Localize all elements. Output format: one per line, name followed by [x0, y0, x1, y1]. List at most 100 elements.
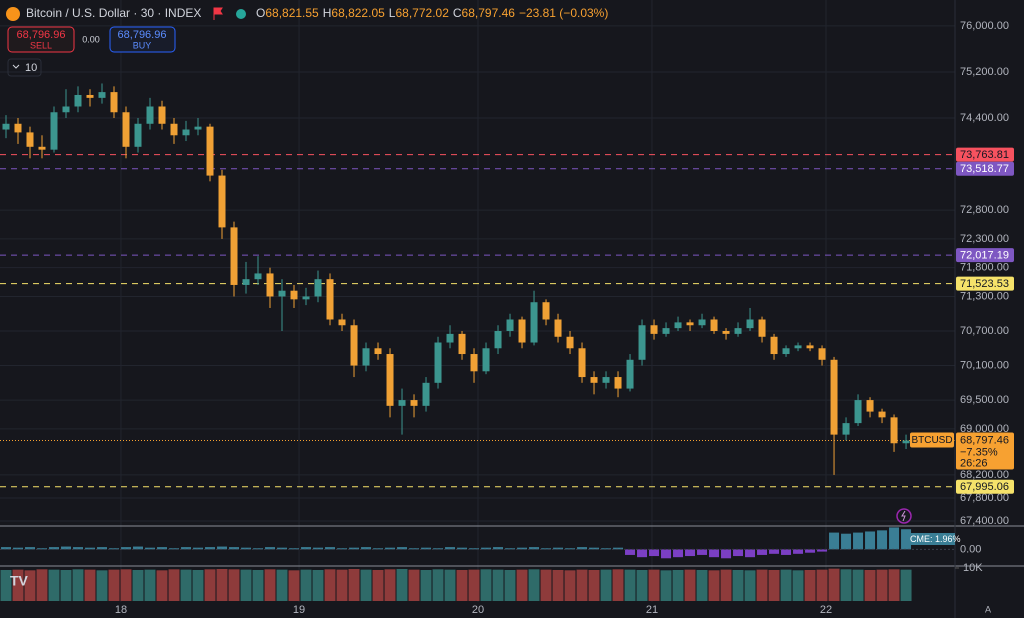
cme-bar	[769, 549, 780, 554]
volume-bar	[360, 569, 372, 601]
volume-bar	[720, 569, 732, 601]
interval-button[interactable]	[7, 58, 42, 77]
cme-bar	[337, 548, 348, 550]
level-label: 73,518.77	[960, 163, 1009, 175]
level-tag	[956, 248, 1014, 263]
volume-bar	[0, 569, 12, 601]
volume-bar	[540, 569, 552, 601]
volume-bar	[72, 569, 84, 601]
candle-body	[458, 333, 466, 355]
ohlc-legend: O68,821.55 H68,822.05 L68,772.02 C68,797.46…	[256, 6, 608, 20]
ohlc-key: O	[256, 6, 265, 20]
volume-bar	[36, 569, 48, 601]
volume-bar	[84, 569, 96, 601]
volume-bar	[648, 569, 660, 601]
cme-label: CME: 1.96%	[910, 534, 961, 544]
cme-tag	[907, 533, 955, 545]
lightning-icon[interactable]	[901, 510, 906, 522]
level-label: 67,995.06	[960, 481, 1009, 493]
tv-logo[interactable]: TV	[10, 573, 29, 589]
y-tick-label: 76,000.00	[960, 20, 1009, 32]
y-tick-label: 75,200.00	[960, 66, 1009, 78]
candle-body	[302, 296, 310, 300]
y-tick-label: 72,300.00	[960, 233, 1009, 245]
cme-bar	[673, 549, 684, 558]
volume-bar	[684, 569, 696, 601]
candle-body	[386, 354, 394, 406]
level-tag	[956, 147, 1014, 162]
ohlc-key: H	[323, 6, 332, 20]
volume-bar	[888, 569, 900, 601]
volume-bar	[336, 569, 348, 601]
ohlc-value: 68,797.46	[462, 6, 516, 20]
interval-label[interactable]: 10	[25, 62, 37, 74]
symbol-tag	[910, 432, 954, 448]
candle-body	[806, 345, 814, 349]
candle-body	[2, 123, 10, 130]
candle-body	[830, 359, 838, 435]
volume-bar	[144, 569, 156, 601]
level-label: 72,017.19	[960, 250, 1009, 262]
cme-bar	[805, 549, 816, 553]
y-tick-label: 69,500.00	[960, 394, 1009, 406]
candle-body	[182, 129, 190, 136]
candle-body	[194, 126, 202, 130]
candle-body	[158, 106, 166, 124]
cme-bar	[457, 547, 468, 550]
cme-bar	[793, 549, 804, 554]
cme-bar	[781, 549, 792, 555]
candle-body	[218, 175, 226, 228]
volume-bar	[768, 569, 780, 601]
candle-body	[134, 123, 142, 147]
cme-bar	[205, 547, 216, 550]
cme-bar	[13, 547, 24, 550]
volume-bar	[60, 569, 72, 601]
y-tick-label: 74,400.00	[960, 112, 1009, 124]
candle-body	[890, 417, 898, 444]
candle-body	[494, 331, 502, 349]
sell-button[interactable]	[7, 26, 75, 53]
volume-bar	[516, 569, 528, 601]
candle-body	[842, 423, 850, 435]
candle-body	[746, 319, 754, 329]
cme-bar	[385, 547, 396, 550]
candle-body	[686, 322, 694, 326]
cme-bar	[133, 546, 144, 550]
cme-bar	[613, 547, 624, 550]
cme-bar	[349, 547, 360, 550]
symbol-icon[interactable]	[6, 7, 20, 21]
candle-body	[770, 336, 778, 355]
flag-icon[interactable]	[213, 7, 223, 20]
sell-price[interactable]: 68,796.96	[17, 29, 66, 41]
buy-label[interactable]: BUY	[133, 40, 152, 50]
candle-body	[374, 348, 382, 355]
volume-bar	[312, 569, 324, 601]
candle-body	[362, 348, 370, 366]
events-icon[interactable]	[896, 508, 912, 524]
buy-price[interactable]: 68,796.96	[118, 29, 167, 41]
x-tick-label: 21	[646, 604, 658, 616]
chevron-icon[interactable]	[12, 64, 20, 69]
symbol-title[interactable]: Bitcoin / U.S. Dollar · 30 · INDEX	[26, 6, 201, 20]
candle-body	[398, 400, 406, 406]
y-tick-label: 68,200.00	[960, 469, 1009, 481]
cme-bar	[109, 548, 120, 550]
candle-body	[146, 106, 154, 124]
volume-bar	[180, 569, 192, 601]
price-tag	[956, 432, 1014, 470]
buy-button[interactable]	[109, 26, 176, 53]
volume-bar	[132, 569, 144, 601]
y-tick-label: 71,800.00	[960, 262, 1009, 274]
candle-body	[590, 377, 598, 383]
volume-bar	[408, 569, 420, 601]
auto-scale-button[interactable]: A	[985, 604, 991, 614]
x-tick-label: 19	[293, 604, 305, 616]
cme-bar	[277, 547, 288, 550]
candles	[2, 83, 910, 475]
candle-body	[554, 319, 562, 337]
sell-label[interactable]: SELL	[30, 40, 52, 50]
candle-body	[530, 302, 538, 343]
ohlc-value: 68,821.55	[265, 6, 319, 20]
cme-bar	[25, 547, 36, 550]
